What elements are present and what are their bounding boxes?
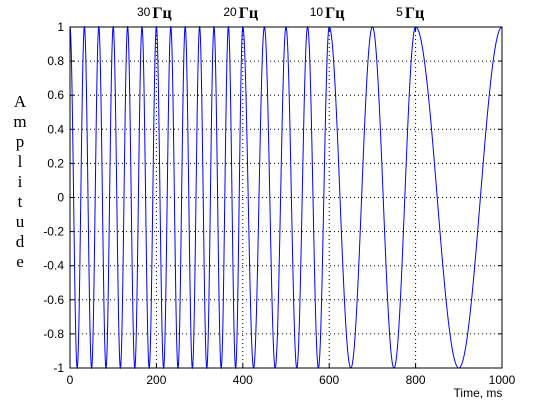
frequency-unit: Гц	[239, 5, 258, 22]
frequency-number: 10	[310, 5, 324, 19]
frequency-unit: Гц	[152, 5, 171, 22]
y-axis-label-char: u	[16, 212, 25, 231]
y-tick-label: 1	[57, 20, 64, 34]
y-tick-label: 0.8	[47, 54, 64, 68]
frequency-annotation: 10 Гц	[310, 5, 345, 22]
frequency-unit: Гц	[405, 5, 424, 22]
frequency-annotation: 5 Гц	[396, 5, 424, 22]
x-tick-label: 1000	[489, 373, 516, 387]
plot-frame	[69, 26, 503, 369]
frequency-number: 20	[223, 5, 237, 19]
y-axis-label-char: A	[14, 92, 27, 111]
frequency-number: 5	[396, 5, 403, 19]
y-tick-label: -0.6	[43, 293, 64, 307]
frequency-annotation: 20 Гц	[223, 5, 258, 22]
y-axis-label-char: d	[16, 232, 25, 251]
y-tick-label: 0.4	[47, 122, 64, 136]
y-tick-label: -0.8	[43, 327, 64, 341]
x-tick-label: 600	[319, 373, 339, 387]
y-tick-label: 0.6	[47, 88, 64, 102]
y-axis-label-char: m	[13, 112, 26, 131]
y-axis-label-char: t	[18, 192, 23, 211]
frequency-number: 30	[137, 5, 151, 19]
x-tick-label: 200	[146, 373, 166, 387]
y-axis-label-char: l	[18, 152, 23, 171]
y-tick-label: -0.2	[43, 225, 64, 239]
y-tick-label: -0.4	[43, 259, 64, 273]
x-tick-label: 0	[67, 373, 74, 387]
y-tick-label: 0.2	[47, 156, 64, 170]
x-tick-label: 800	[406, 373, 426, 387]
y-axis-label-char: i	[18, 172, 23, 191]
y-axis-label-char: e	[16, 252, 24, 271]
frequency-annotation: 30 Гц	[137, 5, 172, 22]
x-tick-label: 400	[233, 373, 253, 387]
frequency-unit: Гц	[325, 5, 344, 22]
x-axis-label: Time, ms	[454, 386, 503, 400]
y-axis-label-char: p	[16, 132, 25, 151]
y-tick-label: -1	[53, 361, 64, 375]
y-tick-label: 0	[57, 191, 64, 205]
